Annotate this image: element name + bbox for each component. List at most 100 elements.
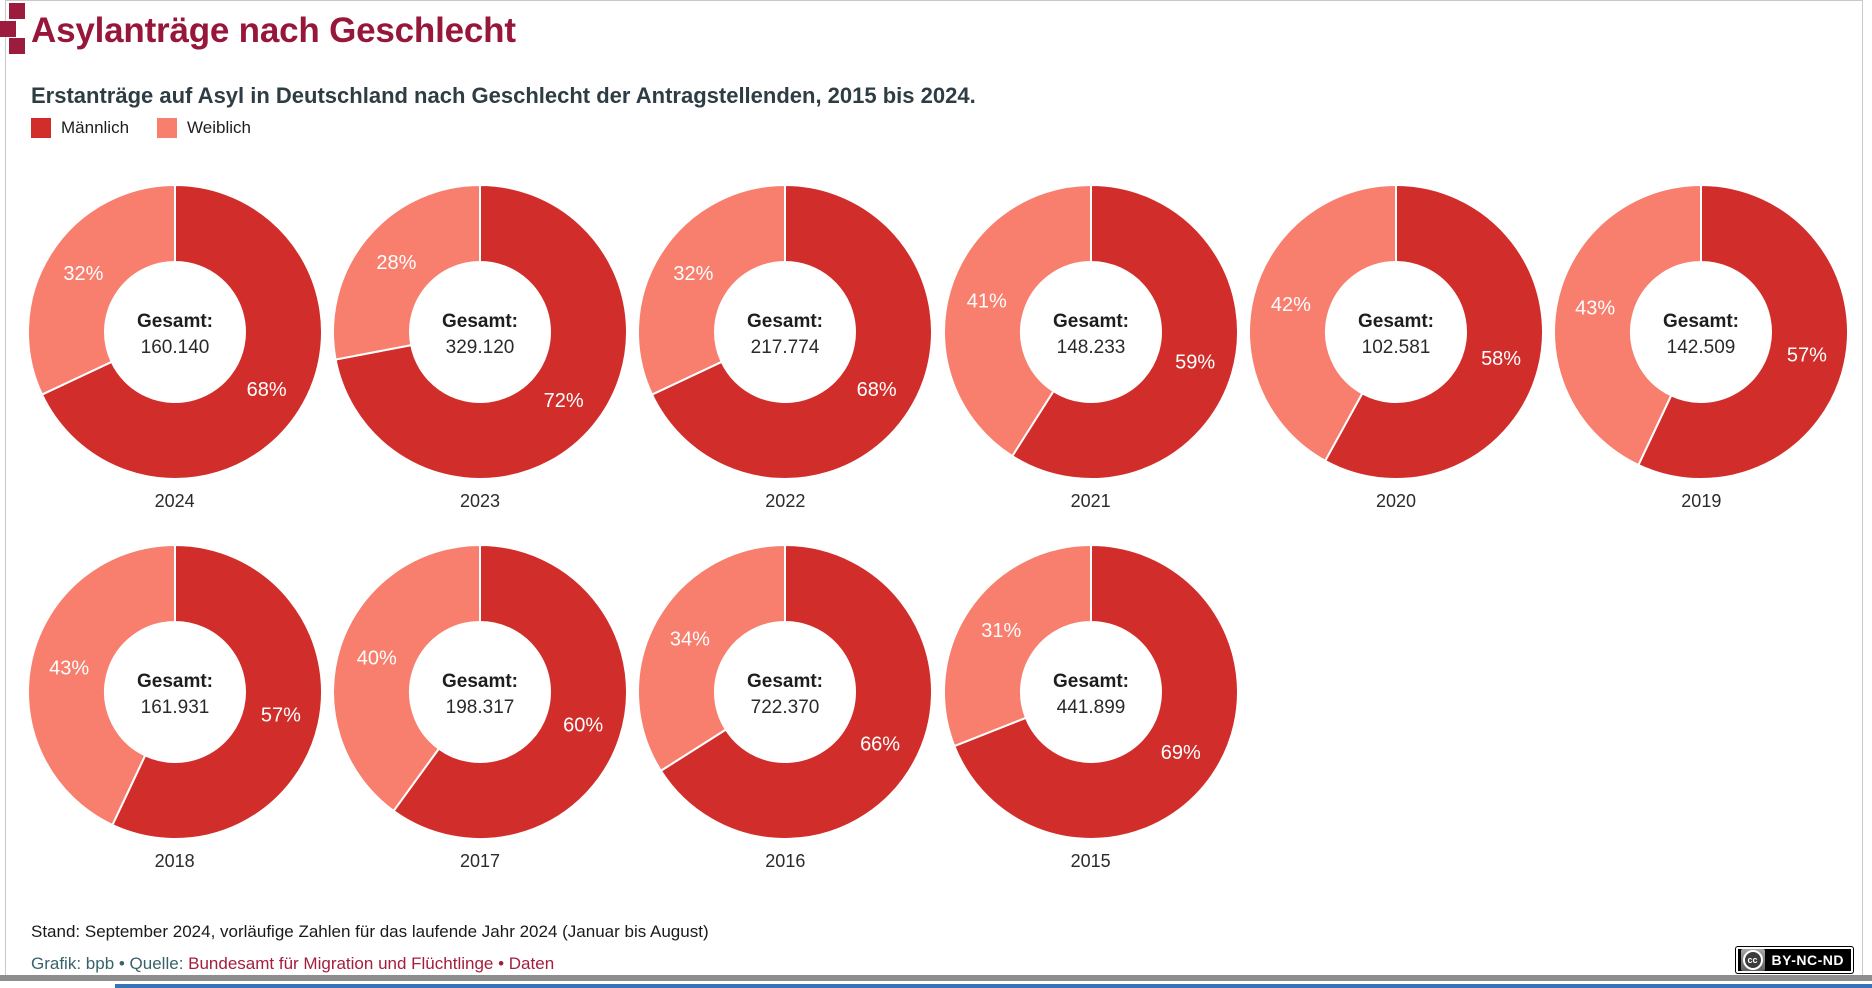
center-label-2019: Gesamt: (1663, 311, 1739, 332)
year-label-2018: 2018 (154, 851, 195, 871)
footer-blue-strip (115, 984, 1872, 988)
slice-male-2020[interactable] (1324, 184, 1544, 480)
donut-chart-2018: 57% 43% Gesamt: 161.931 2018 (22, 544, 327, 872)
year-label-2024: 2024 (154, 491, 195, 511)
slice-female-2022[interactable] (637, 184, 787, 396)
donut-grid: 68% 32% Gesamt: 160.140 2024 72% 28% Gesamt: 329… (22, 184, 1854, 872)
center-total-2016: 722.370 (751, 697, 820, 718)
slice-male-2018[interactable] (111, 544, 323, 840)
donut-chart-2024: 68% 32% Gesamt: 160.140 2024 (22, 184, 327, 512)
donut-svg-2020: 58% 42% Gesamt: 102.581 (1248, 184, 1544, 480)
cc-icon: cc (1740, 949, 1765, 971)
year-label-2023: 2023 (459, 491, 501, 511)
center-label-2021: Gesamt: (1053, 311, 1129, 332)
slice-male-2023[interactable] (334, 184, 628, 480)
slice-female-2020[interactable] (1248, 184, 1397, 462)
bpb-logo-mark (9, 3, 25, 19)
chart-subtitle: Erstanträge auf Asyl in Deutschland nach… (31, 83, 976, 108)
pct-label-male-2024: 68% (246, 379, 286, 401)
year-label-2021: 2021 (1070, 491, 1111, 511)
donut-svg-2015: 69% 31% Gesamt: 441.899 (942, 544, 1239, 840)
center-total-2021: 148.233 (1056, 337, 1125, 358)
center-label-2020: Gesamt: (1358, 311, 1434, 332)
cc-license-badge[interactable]: cc BY-NC-ND (1734, 946, 1854, 974)
donut-svg-2023: 72% 28% Gesamt: 329.120 (332, 184, 628, 480)
slice-female-2019[interactable] (1553, 184, 1703, 467)
center-total-2019: 142.509 (1667, 337, 1736, 358)
center-label-2023: Gesamt: (442, 311, 518, 332)
slice-female-2015[interactable] (942, 544, 1092, 748)
pct-label-male-2019: 57% (1787, 345, 1827, 367)
year-label-2017: 2017 (459, 851, 501, 871)
slice-male-2022[interactable] (651, 184, 934, 480)
slice-male-2021[interactable] (1010, 184, 1239, 480)
cc-license-text: BY-NC-ND (1771, 952, 1844, 968)
pct-label-male-2017: 60% (563, 715, 603, 737)
pct-label-female-2022: 32% (674, 263, 714, 285)
pct-label-male-2023: 72% (544, 390, 584, 412)
slice-female-2023[interactable] (332, 184, 481, 361)
credit-line: Grafik: bpb • Quelle: Bundesamt für Migr… (31, 954, 554, 974)
pct-label-female-2024: 32% (63, 263, 103, 285)
pct-label-female-2015: 31% (981, 620, 1021, 642)
pct-label-male-2021: 59% (1175, 351, 1215, 373)
data-link[interactable]: Daten (508, 954, 555, 973)
center-total-2024: 160.140 (140, 337, 209, 358)
page-title: Asylanträge nach Geschlecht (31, 11, 516, 50)
pct-label-female-2017: 40% (357, 647, 397, 669)
pct-label-female-2023: 28% (376, 252, 416, 274)
center-total-2022: 217.774 (751, 337, 820, 358)
pct-label-male-2020: 58% (1481, 348, 1521, 370)
slice-female-2017[interactable] (331, 544, 481, 812)
pct-label-male-2016: 66% (860, 733, 900, 755)
pct-label-female-2016: 34% (670, 629, 710, 651)
pct-label-female-2021: 41% (966, 291, 1006, 313)
center-label-2024: Gesamt: (137, 311, 213, 332)
legend-label-male: Männlich (61, 118, 130, 137)
pct-label-female-2018: 43% (49, 657, 89, 679)
bottom-divider (0, 975, 1872, 981)
slice-female-2024[interactable] (26, 184, 176, 396)
center-total-2015: 441.899 (1056, 697, 1125, 718)
bpb-logo-mark (9, 38, 25, 54)
slice-male-2015[interactable] (952, 544, 1239, 840)
slice-female-2016[interactable] (637, 544, 787, 772)
legend: Männlich Weiblich (31, 118, 251, 138)
donut-chart-2016: 66% 34% Gesamt: 722.370 2016 (633, 544, 938, 872)
donut-chart-2022: 68% 32% Gesamt: 217.774 2022 (633, 184, 938, 512)
year-label-2016: 2016 (765, 851, 806, 871)
slice-female-2018[interactable] (26, 544, 176, 827)
donut-chart-2023: 72% 28% Gesamt: 329.120 2023 (327, 184, 632, 512)
slice-male-2017[interactable] (392, 544, 628, 840)
center-total-2020: 102.581 (1362, 337, 1431, 358)
center-total-2018: 161.931 (140, 697, 209, 718)
slice-female-2021[interactable] (942, 184, 1092, 458)
year-label-2015: 2015 (1070, 851, 1111, 871)
donut-svg-2024: 68% 32% Gesamt: 160.140 (26, 184, 323, 480)
bpb-logo-mark (0, 21, 16, 37)
donut-svg-2022: 68% 32% Gesamt: 217.774 (637, 184, 934, 480)
year-label-2022: 2022 (765, 491, 806, 511)
center-label-2016: Gesamt: (747, 671, 823, 692)
slice-male-2019[interactable] (1637, 184, 1850, 480)
status-note: Stand: September 2024, vorläufige Zahlen… (31, 922, 709, 941)
legend-label-female: Weiblich (187, 118, 251, 137)
slice-male-2016[interactable] (660, 544, 934, 840)
donut-chart-2020: 58% 42% Gesamt: 102.581 2020 (1243, 184, 1548, 512)
legend-swatch-male (31, 118, 51, 138)
pct-label-male-2015: 69% (1160, 742, 1200, 764)
donut-chart-2021: 59% 41% Gesamt: 148.233 2021 (938, 184, 1243, 512)
legend-item-maennlich: Männlich (31, 118, 129, 138)
legend-swatch-female (157, 118, 178, 138)
donut-chart-2017: 60% 40% Gesamt: 198.317 2017 (327, 544, 632, 872)
source-link[interactable]: Bundesamt für Migration und Flüchtlinge (188, 954, 494, 973)
center-label-2018: Gesamt: (137, 671, 213, 692)
donut-svg-2018: 57% 43% Gesamt: 161.931 (26, 544, 323, 840)
legend-item-weiblich: Weiblich (157, 118, 251, 138)
donut-svg-2017: 60% 40% Gesamt: 198.317 (331, 544, 628, 840)
slice-male-2024[interactable] (40, 184, 323, 480)
donut-chart-2015: 69% 31% Gesamt: 441.899 2015 (938, 544, 1243, 872)
center-total-2017: 198.317 (446, 697, 515, 718)
